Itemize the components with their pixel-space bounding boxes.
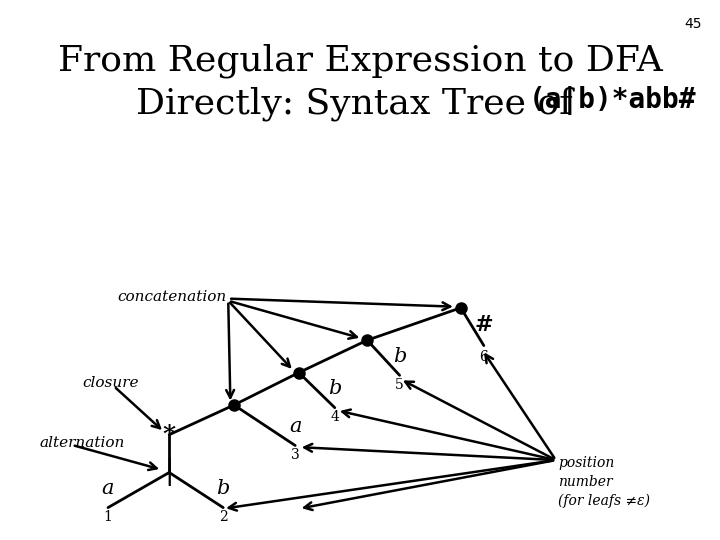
Text: b: b [393,347,406,366]
Text: 3: 3 [291,448,300,462]
Text: 45: 45 [685,17,702,31]
Text: a: a [102,479,114,498]
Text: 5: 5 [395,378,404,392]
Text: 1: 1 [104,510,112,524]
Text: a: a [289,417,302,436]
Text: closure: closure [83,376,139,390]
Text: Directly: Syntax Tree of: Directly: Syntax Tree of [136,86,584,121]
Text: concatenation: concatenation [117,290,227,304]
Text: alternation: alternation [40,436,125,450]
Text: 4: 4 [330,410,339,424]
Text: (a|b)*abb#: (a|b)*abb# [529,86,697,116]
Text: #: # [474,314,493,336]
Text: From Regular Expression to DFA: From Regular Expression to DFA [58,43,662,78]
Text: position
number
(for leafs ≠ε): position number (for leafs ≠ε) [558,456,650,508]
Text: |: | [164,458,174,487]
Text: 2: 2 [219,510,228,524]
Text: *: * [163,423,176,447]
Text: b: b [217,479,230,498]
Text: b: b [328,379,341,398]
Text: 6: 6 [480,350,488,364]
